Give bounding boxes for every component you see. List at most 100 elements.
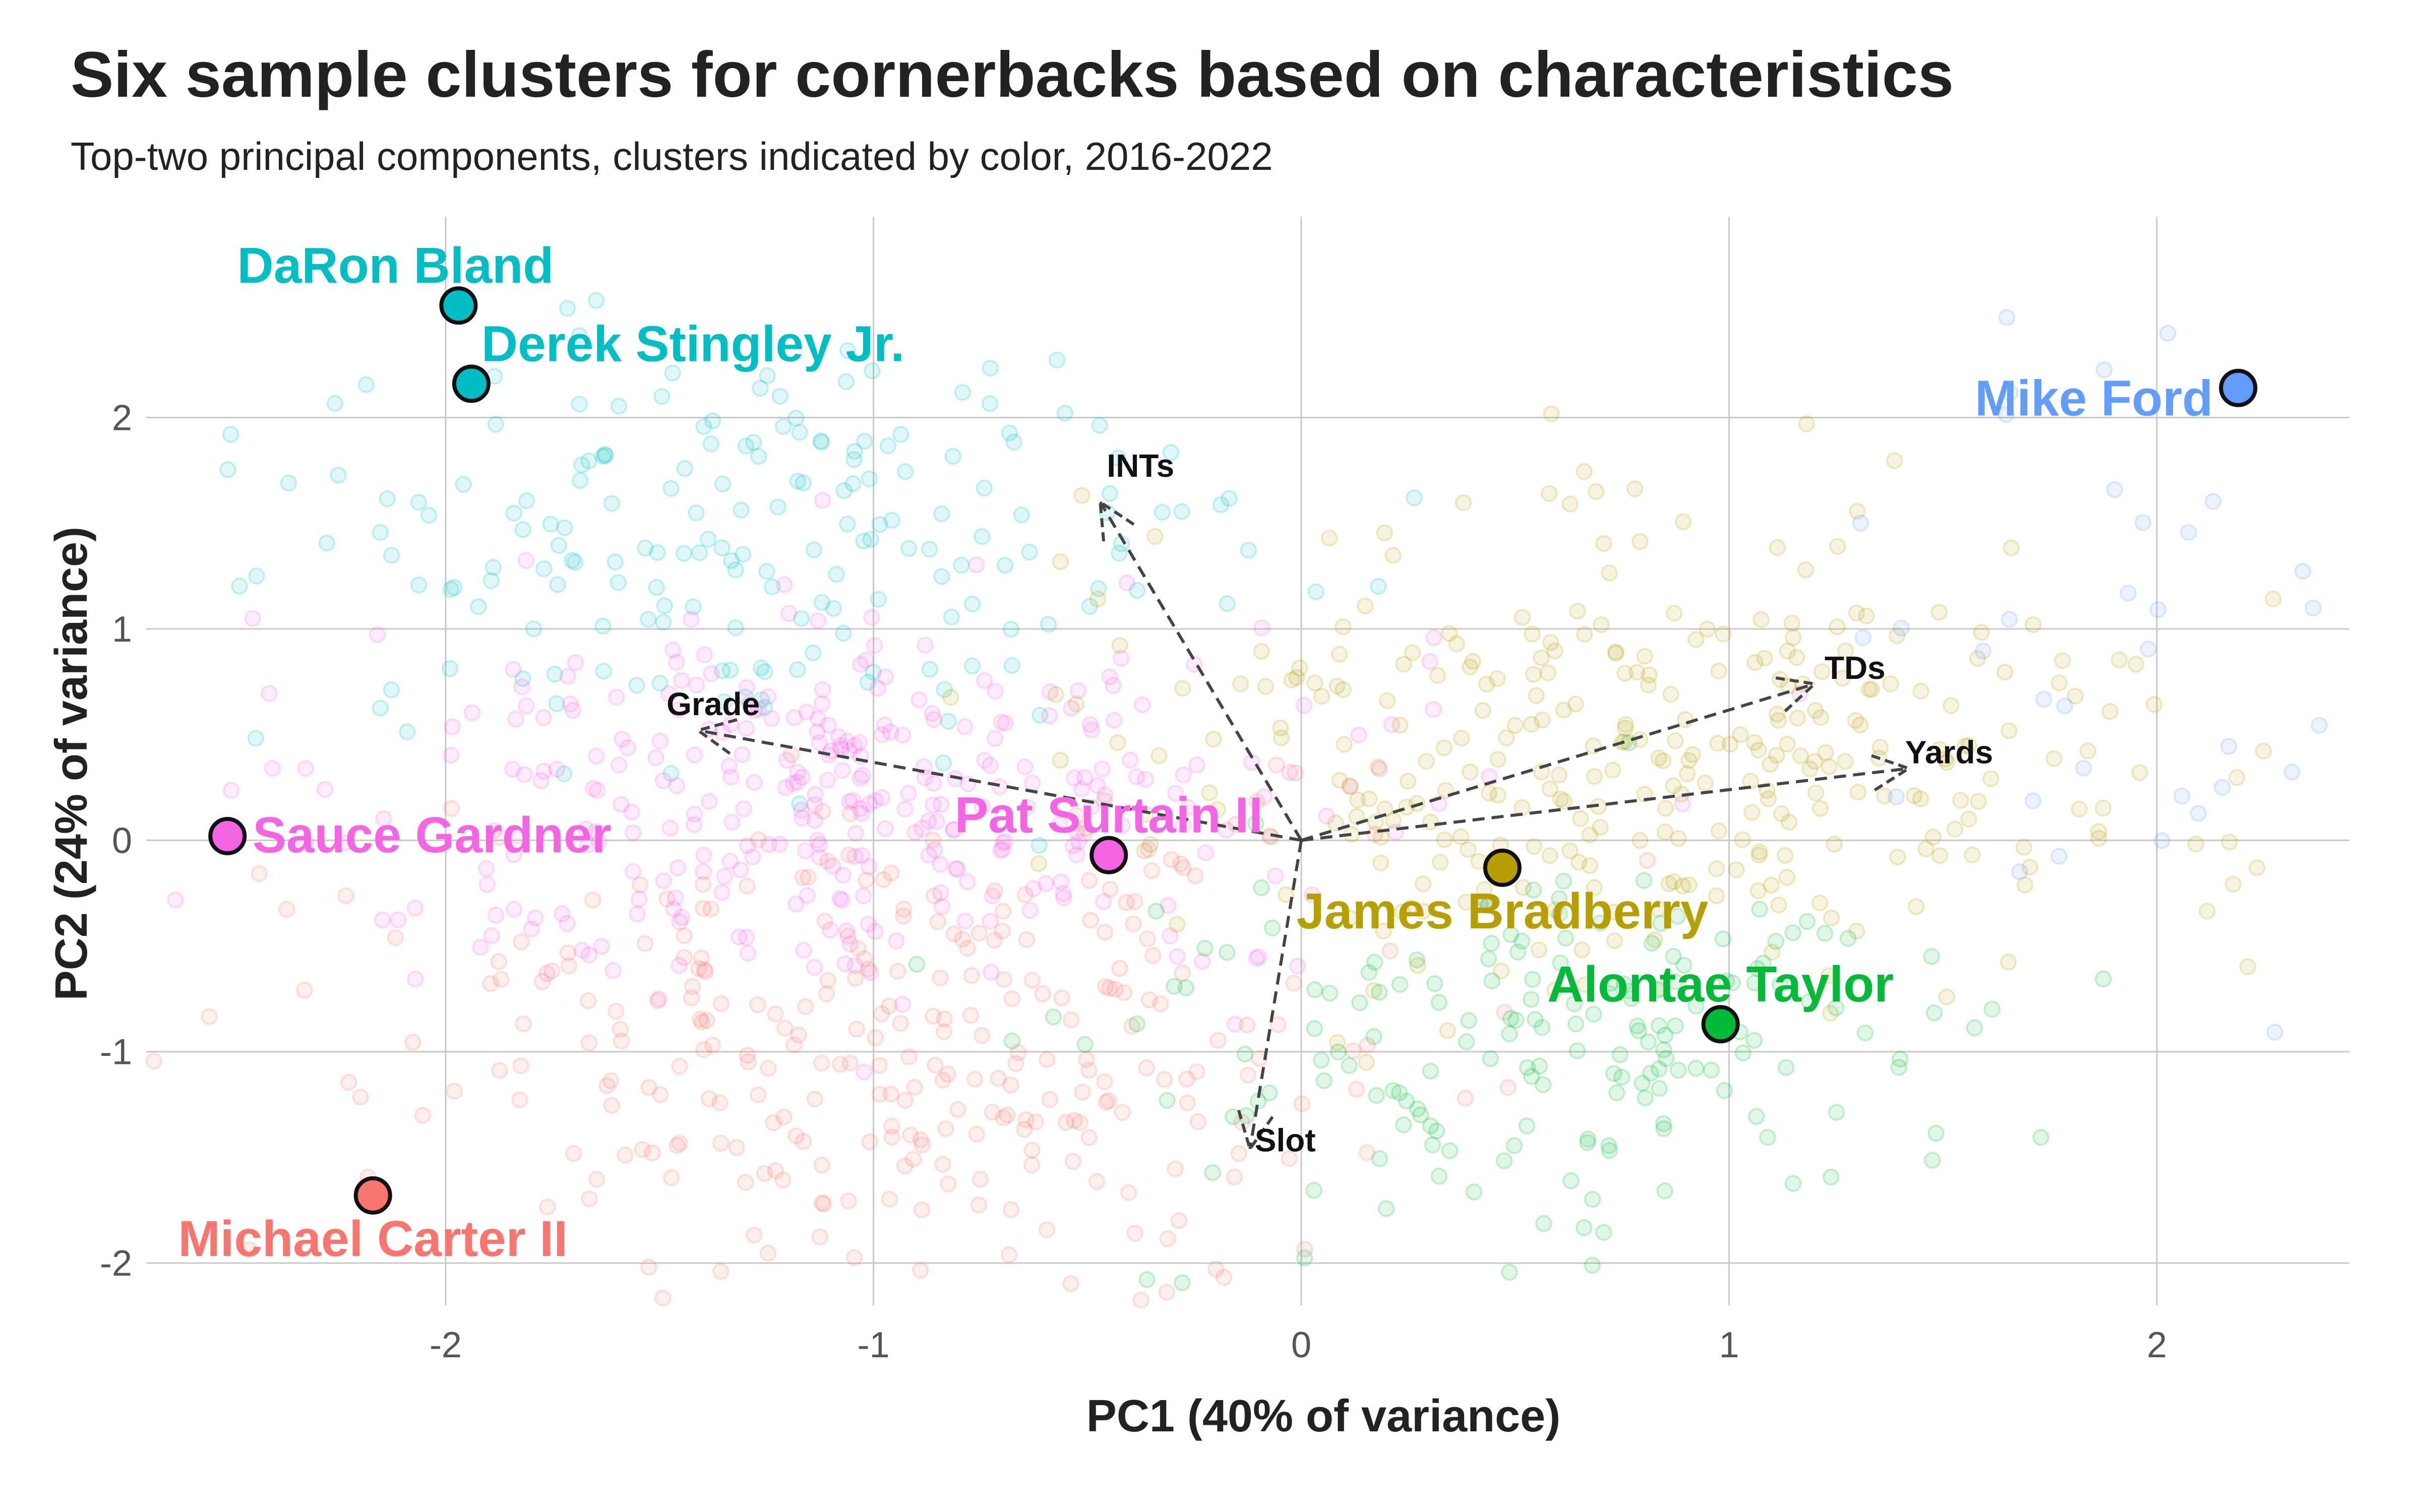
cluster-point — [264, 760, 281, 777]
cluster-point — [1126, 1224, 1144, 1242]
cluster-point — [1358, 1037, 1376, 1054]
cluster-point — [1519, 1059, 1536, 1077]
cluster-point — [623, 803, 640, 821]
cluster-point — [676, 927, 693, 944]
cluster-point — [2000, 953, 2017, 971]
cluster-point — [280, 474, 297, 492]
cluster-point — [1209, 1032, 1227, 1049]
cluster-point — [956, 912, 974, 930]
cluster-point — [794, 769, 811, 786]
loading-label: Slot — [1255, 1122, 1316, 1159]
cluster-point — [1513, 932, 1531, 950]
cluster-point — [993, 922, 1011, 940]
cluster-point — [1798, 913, 1816, 930]
cluster-point — [1687, 1059, 1705, 1077]
cluster-point — [694, 900, 712, 917]
cluster-point — [920, 812, 937, 830]
cluster-point — [698, 1012, 715, 1029]
cluster-point — [613, 796, 630, 813]
cluster-point — [1320, 529, 1338, 547]
cluster-point — [1296, 1249, 1313, 1267]
cluster-point — [1048, 351, 1066, 369]
cluster-point — [1656, 1027, 1674, 1044]
cluster-point — [1068, 846, 1085, 864]
cluster-point — [2094, 970, 2112, 988]
cluster-point — [1020, 543, 1038, 561]
cluster-point — [1335, 681, 1352, 699]
cluster-point — [906, 1079, 924, 1096]
cluster-point — [624, 863, 642, 880]
cluster-point — [1296, 1240, 1313, 1258]
cluster-point — [994, 834, 1012, 852]
cluster-point — [744, 848, 762, 866]
cluster-point — [852, 656, 869, 673]
cluster-point — [1037, 875, 1055, 893]
cluster-point — [1888, 788, 1905, 805]
cluster-point — [555, 765, 573, 783]
cluster-point — [2106, 481, 2124, 498]
cluster-point — [864, 362, 881, 380]
cluster-point — [2248, 859, 2266, 876]
cluster-point — [1608, 1084, 1625, 1102]
cluster-point — [1179, 798, 1197, 816]
cluster-point — [1601, 1142, 1618, 1159]
cluster-point — [751, 380, 769, 397]
cluster-point — [655, 872, 673, 890]
cluster-point — [603, 494, 621, 512]
cluster-point — [607, 553, 624, 571]
cluster-point — [1613, 1068, 1630, 1086]
cluster-point — [2180, 524, 2197, 541]
player-point — [208, 816, 247, 855]
cluster-point — [1631, 533, 1649, 550]
cluster-point — [1440, 624, 1458, 642]
cluster-point — [839, 342, 857, 359]
cluster-point — [780, 605, 798, 622]
cluster-point — [1054, 885, 1072, 902]
cluster-point — [737, 688, 754, 706]
cluster-point — [913, 1201, 931, 1219]
cluster-point — [1514, 608, 1531, 626]
cluster-point — [1395, 1116, 1412, 1133]
cluster-point — [543, 962, 561, 980]
cluster-point — [809, 612, 827, 629]
cluster-point — [1200, 784, 1218, 801]
cluster-point — [1587, 483, 1605, 500]
cluster-point — [767, 1162, 784, 1179]
cluster-point — [990, 1069, 1007, 1087]
cluster-point — [1421, 653, 1439, 670]
cluster-point — [1708, 860, 1725, 877]
cluster-point — [1611, 1046, 1629, 1063]
cluster-point — [1126, 893, 1143, 910]
cluster-point — [1120, 1184, 1137, 1202]
cluster-point — [1453, 729, 1470, 747]
cluster-point — [861, 795, 878, 813]
cluster-point — [2090, 823, 2107, 841]
cluster-point — [1924, 828, 1942, 846]
player-label: Michael Carter II — [178, 1211, 568, 1267]
cluster-point — [383, 546, 400, 564]
cluster-point — [579, 836, 596, 854]
cluster-point — [813, 1194, 831, 1212]
cluster-point — [734, 746, 751, 764]
cluster-point — [1461, 658, 1479, 676]
cluster-point — [1483, 934, 1500, 952]
cluster-point — [759, 1244, 777, 1262]
cluster-point — [2090, 830, 2107, 847]
cluster-point — [1784, 1175, 1802, 1192]
cluster-point — [1771, 976, 1789, 993]
cluster-point — [686, 746, 703, 764]
cluster-point — [1031, 707, 1049, 724]
cluster-point — [1384, 1082, 1402, 1099]
cluster-point — [514, 670, 531, 687]
cluster-point — [690, 960, 707, 977]
cluster-point — [577, 821, 594, 838]
cluster-point — [1477, 893, 1495, 910]
cluster-point — [870, 591, 887, 608]
cluster-point — [1687, 631, 1705, 649]
cluster-point — [631, 876, 649, 894]
cluster-point — [553, 905, 571, 923]
cluster-point — [1018, 798, 1036, 816]
cluster-point — [739, 837, 756, 854]
cluster-point — [1657, 799, 1674, 817]
cluster-point — [994, 840, 1011, 858]
